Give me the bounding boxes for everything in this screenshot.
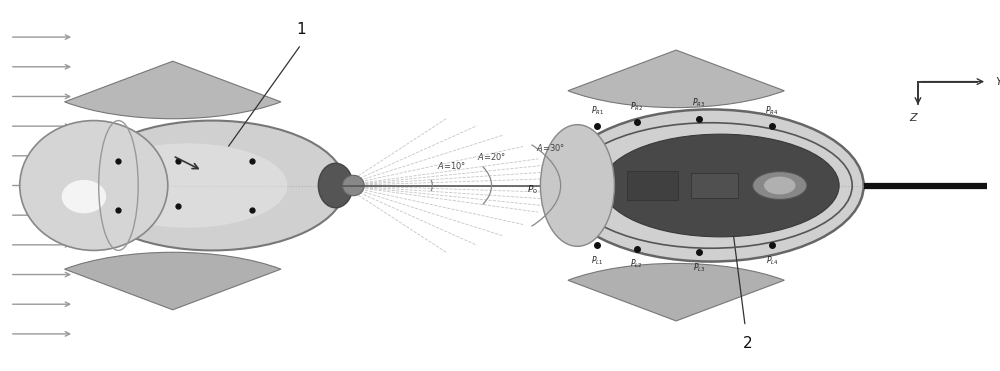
Text: $A$=20°: $A$=20° (477, 151, 506, 162)
Ellipse shape (764, 177, 796, 194)
Text: $P_{R3}$: $P_{R3}$ (692, 97, 705, 109)
Ellipse shape (540, 125, 614, 246)
Ellipse shape (88, 143, 287, 228)
Text: $P_{L1}$: $P_{L1}$ (591, 254, 603, 267)
Text: Z: Z (909, 113, 917, 123)
Wedge shape (52, 132, 171, 163)
Ellipse shape (79, 121, 345, 250)
Text: 1: 1 (296, 22, 306, 37)
Text: $P_{L2}$: $P_{L2}$ (630, 258, 643, 270)
Text: $P_{L4}$: $P_{L4}$ (766, 254, 778, 267)
Text: 2: 2 (743, 336, 753, 351)
Text: $P_{L3}$: $P_{L3}$ (693, 262, 705, 274)
Text: $A$=10°: $A$=10° (437, 160, 466, 171)
Text: $P_0$: $P_0$ (527, 184, 538, 196)
Text: Y: Y (995, 77, 1000, 86)
Text: $P_{R2}$: $P_{R2}$ (630, 101, 643, 113)
Text: 水流: 水流 (34, 157, 48, 170)
Wedge shape (568, 50, 784, 108)
Ellipse shape (602, 134, 839, 237)
Bar (691, 173, 738, 198)
Wedge shape (52, 208, 171, 239)
Ellipse shape (318, 163, 353, 208)
Text: $A$=30°: $A$=30° (536, 142, 565, 153)
Wedge shape (65, 252, 281, 310)
Ellipse shape (343, 175, 364, 196)
Ellipse shape (62, 180, 106, 213)
Text: $P_{R1}$: $P_{R1}$ (591, 104, 604, 117)
Text: $P_{R4}$: $P_{R4}$ (765, 104, 779, 117)
Wedge shape (568, 263, 784, 321)
Wedge shape (65, 61, 281, 119)
Bar (627, 171, 678, 200)
Ellipse shape (753, 171, 807, 200)
Ellipse shape (20, 121, 168, 250)
Ellipse shape (558, 109, 864, 262)
